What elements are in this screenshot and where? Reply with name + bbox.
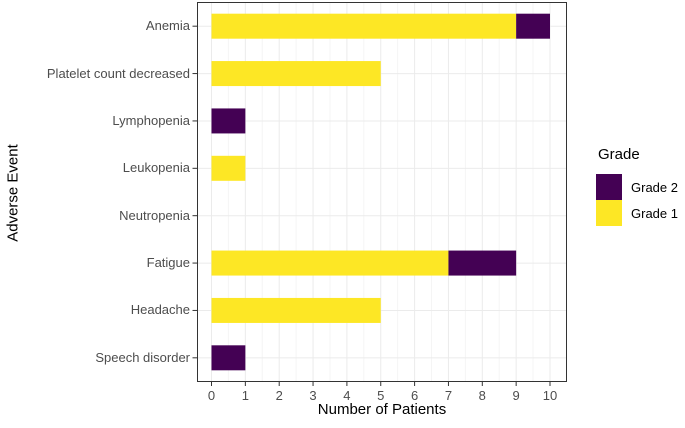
x-tick-label: 6 xyxy=(410,388,419,403)
x-tick-label: 10 xyxy=(542,388,558,403)
y-tick-label: Fatigue xyxy=(146,255,190,271)
y-tick-label: Lymphopenia xyxy=(112,112,190,128)
x-tick-label: 5 xyxy=(377,388,385,403)
bar-segment xyxy=(448,250,517,276)
bar-segment xyxy=(211,13,517,39)
bar-segment xyxy=(211,250,449,276)
y-tick-label: Neutropenia xyxy=(119,207,190,223)
y-axis-title: Adverse Event xyxy=(4,144,22,242)
bar-segment xyxy=(211,297,381,323)
legend-items: Grade 2 Grade 1 xyxy=(596,174,678,226)
y-tick-label: Headache xyxy=(130,302,190,318)
x-tick-label: 8 xyxy=(478,388,486,403)
bar-segment xyxy=(211,61,381,87)
bar-segment xyxy=(211,155,246,181)
x-tick-label: 1 xyxy=(241,388,249,403)
x-tick-label: 2 xyxy=(275,388,283,403)
legend-swatch-grade-2 xyxy=(596,174,622,200)
bar-segment xyxy=(516,13,550,39)
x-tick-label: 9 xyxy=(512,388,520,403)
x-tick-label: 3 xyxy=(309,388,317,403)
y-tick-label: Platelet count decreased xyxy=(46,65,190,81)
x-tick-label: 0 xyxy=(207,388,216,403)
x-axis-title: Number of Patients xyxy=(317,401,447,418)
legend: Grade Grade 2 Grade 1 xyxy=(596,146,678,226)
legend-item: Grade 2 xyxy=(596,174,678,200)
x-tick-label: 7 xyxy=(444,388,453,403)
legend-item: Grade 1 xyxy=(596,200,678,226)
legend-swatch-grade-1 xyxy=(596,200,622,226)
legend-item-label: Grade 1 xyxy=(631,205,678,221)
panel-border xyxy=(197,2,567,382)
y-tick-label: Leukopenia xyxy=(122,160,190,176)
y-tick-label: Anemia xyxy=(145,18,190,34)
bar-segment xyxy=(211,345,246,371)
bar-segment xyxy=(211,108,246,134)
y-tick-label: Speech disorder xyxy=(95,349,190,365)
legend-item-label: Grade 2 xyxy=(631,179,678,195)
x-tick-label: 4 xyxy=(343,388,351,403)
legend-title: Grade xyxy=(598,146,640,163)
